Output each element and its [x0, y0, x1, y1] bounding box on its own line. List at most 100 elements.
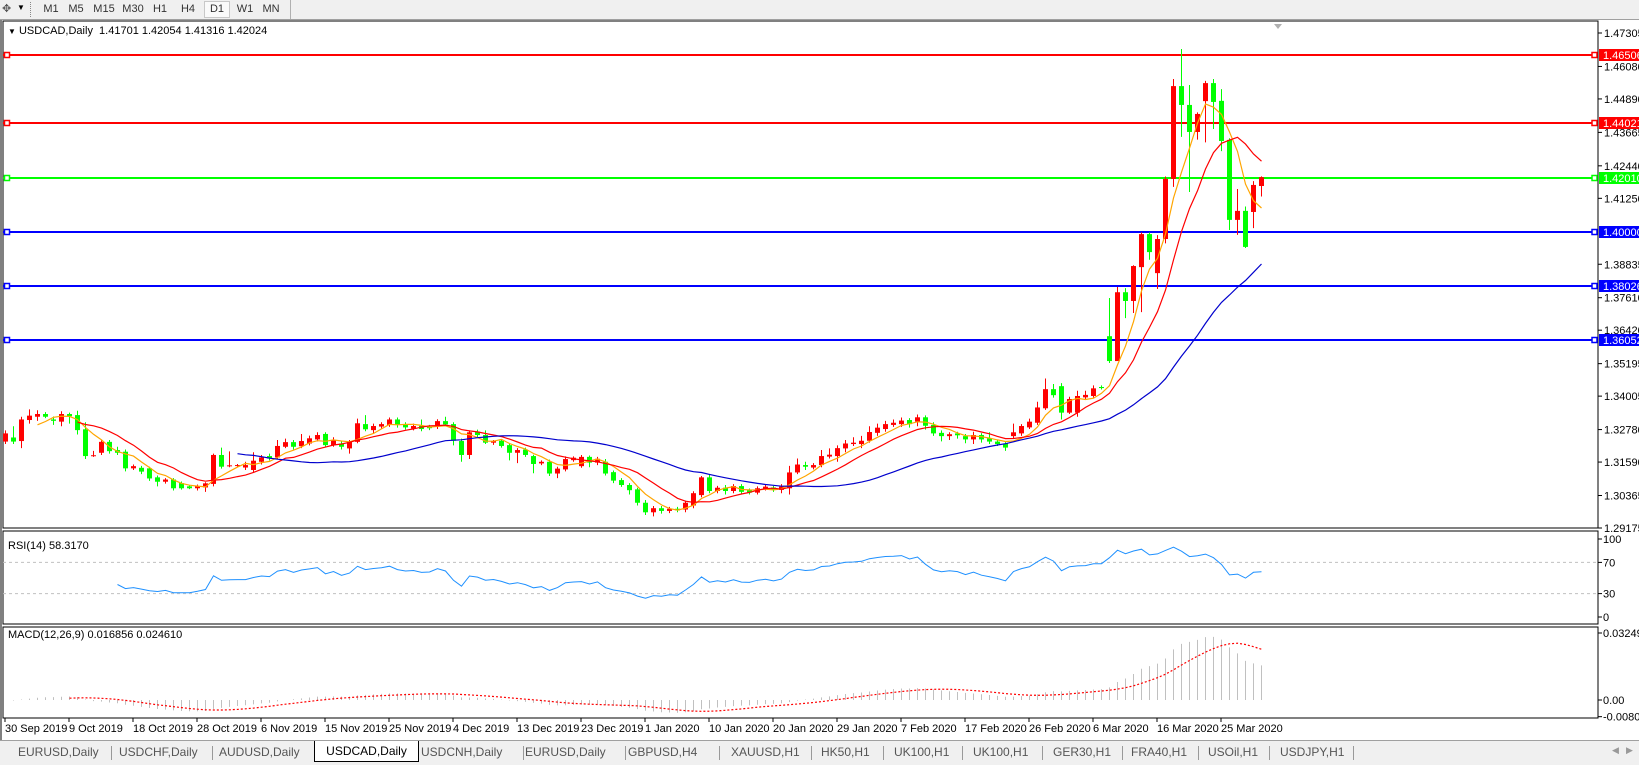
tab-uk100-h1[interactable]: UK100,H1: [894, 745, 950, 759]
candle-body: [603, 461, 608, 474]
tab-audusd-daily[interactable]: AUDUSD,Daily: [219, 745, 300, 759]
level-price-badge: [1599, 117, 1639, 129]
timeframe-m5-button[interactable]: M5: [68, 3, 84, 15]
macd-tick-label: 0.032493: [1603, 628, 1639, 640]
candle-body: [667, 508, 672, 511]
candle: [883, 420, 888, 432]
candle: [11, 426, 16, 445]
candle: [1131, 265, 1136, 313]
candle: [155, 475, 160, 487]
candle: [1187, 85, 1192, 193]
time-tick-label: 9 Oct 2019: [69, 723, 123, 735]
candle: [387, 417, 392, 427]
scroll-right-icon[interactable]: ▶: [1626, 745, 1633, 755]
candle-body: [1243, 210, 1248, 247]
tab-uk100-h1[interactable]: UK100,H1: [973, 745, 1029, 759]
dropdown-arrow-icon[interactable]: ▼: [17, 3, 25, 12]
candle-body: [691, 493, 696, 506]
candle-body: [299, 441, 304, 447]
candle: [1027, 418, 1032, 430]
candle-body: [835, 448, 840, 457]
candle: [1259, 176, 1264, 197]
candle: [619, 478, 624, 487]
candle-body: [899, 420, 904, 425]
moving-average-10-line: [77, 136, 1262, 504]
candle: [283, 438, 288, 449]
timeframe-m1-button[interactable]: M1: [43, 3, 59, 15]
candle: [139, 465, 144, 475]
timeframe-h1-button[interactable]: H1: [152, 3, 168, 15]
timeframe-mn-button[interactable]: MN: [262, 3, 280, 15]
candle: [1155, 235, 1160, 289]
tab-separator: [1269, 746, 1270, 760]
candle-body: [251, 460, 256, 470]
candle-body: [1187, 104, 1192, 132]
price-tick-label: 1.30365: [1604, 491, 1639, 503]
tab-usoil-h1[interactable]: USOil,H1: [1208, 745, 1259, 759]
candle: [875, 423, 880, 436]
candle: [515, 448, 520, 464]
candle-body: [91, 455, 96, 457]
tab-usdcnh-daily[interactable]: USDCNH,Daily: [421, 745, 503, 759]
tab-usdjpy-h1[interactable]: USDJPY,H1: [1280, 745, 1345, 759]
tab-hk50-h1[interactable]: HK50,H1: [821, 745, 870, 759]
candle: [643, 500, 648, 516]
crosshair-tool-icon[interactable]: ✥: [2, 3, 12, 15]
candle-body: [611, 472, 616, 481]
candle: [59, 411, 64, 427]
toolbar-grip[interactable]: [30, 2, 34, 17]
tab-eurusd-daily[interactable]: EURUSD,Daily: [18, 745, 99, 759]
chart-menu-arrow-icon[interactable]: ▼: [8, 27, 16, 36]
candle: [715, 485, 720, 494]
candle: [371, 423, 376, 434]
chart-header: ▼ USDCAD,Daily 1.41701 1.42054 1.41316 1…: [8, 25, 267, 37]
level-price-badge: [1599, 172, 1639, 184]
macd-tick-label: -0.008086: [1603, 712, 1639, 724]
tab-usdcad-daily[interactable]: USDCAD,Daily: [314, 741, 419, 762]
time-tick-label: 1 Jan 2020: [645, 723, 699, 735]
tab-separator: [1122, 746, 1123, 760]
candle-body: [867, 432, 872, 441]
candle: [795, 458, 800, 475]
candle-body: [1107, 336, 1112, 362]
candle: [379, 422, 384, 429]
tab-usdchf-daily[interactable]: USDCHF,Daily: [119, 745, 198, 759]
candle: [1179, 48, 1184, 137]
candle-body: [179, 483, 184, 489]
timeframe-d1-button[interactable]: D1: [204, 1, 230, 18]
tab-eurusd-daily[interactable]: EURUSD,Daily: [525, 745, 606, 759]
tab-gbpusd-h4[interactable]: GBPUSD,H4: [628, 745, 698, 759]
candle-body: [27, 415, 32, 421]
timeframe-h4-button[interactable]: H4: [180, 3, 196, 15]
candle-body: [1051, 389, 1056, 396]
candle: [219, 447, 224, 469]
timeframe-w1-button[interactable]: W1: [236, 3, 254, 15]
candle: [131, 464, 136, 470]
candle-body: [699, 477, 704, 496]
candle: [43, 412, 48, 419]
candle-body: [211, 454, 216, 484]
candle: [1099, 385, 1104, 390]
candle-body: [915, 417, 920, 422]
candle: [147, 466, 152, 481]
macd-panel-frame: [2, 626, 1599, 719]
tab-ger30-h1[interactable]: GER30,H1: [1053, 745, 1112, 759]
scroll-left-icon[interactable]: ◀: [1612, 745, 1619, 755]
time-tick-label: 25 Nov 2019: [389, 723, 451, 735]
tab-fra40-h1[interactable]: FRA40,H1: [1131, 745, 1188, 759]
timeframe-m30-button[interactable]: M30: [122, 3, 144, 15]
candle-body: [883, 424, 888, 430]
tab-xauusd-h1[interactable]: XAUUSD,H1: [731, 745, 800, 759]
price-tick-label: 1.46080: [1604, 61, 1639, 73]
candle: [339, 441, 344, 450]
candle-body: [1027, 421, 1032, 428]
candle-body: [83, 429, 88, 457]
candle: [275, 439, 280, 460]
price-tick-label: 1.42440: [1604, 161, 1639, 173]
candle: [539, 460, 544, 466]
timeframe-m15-button[interactable]: M15: [93, 3, 115, 15]
candle-body: [347, 441, 352, 449]
candle-body: [1075, 395, 1080, 413]
candle: [435, 419, 440, 430]
